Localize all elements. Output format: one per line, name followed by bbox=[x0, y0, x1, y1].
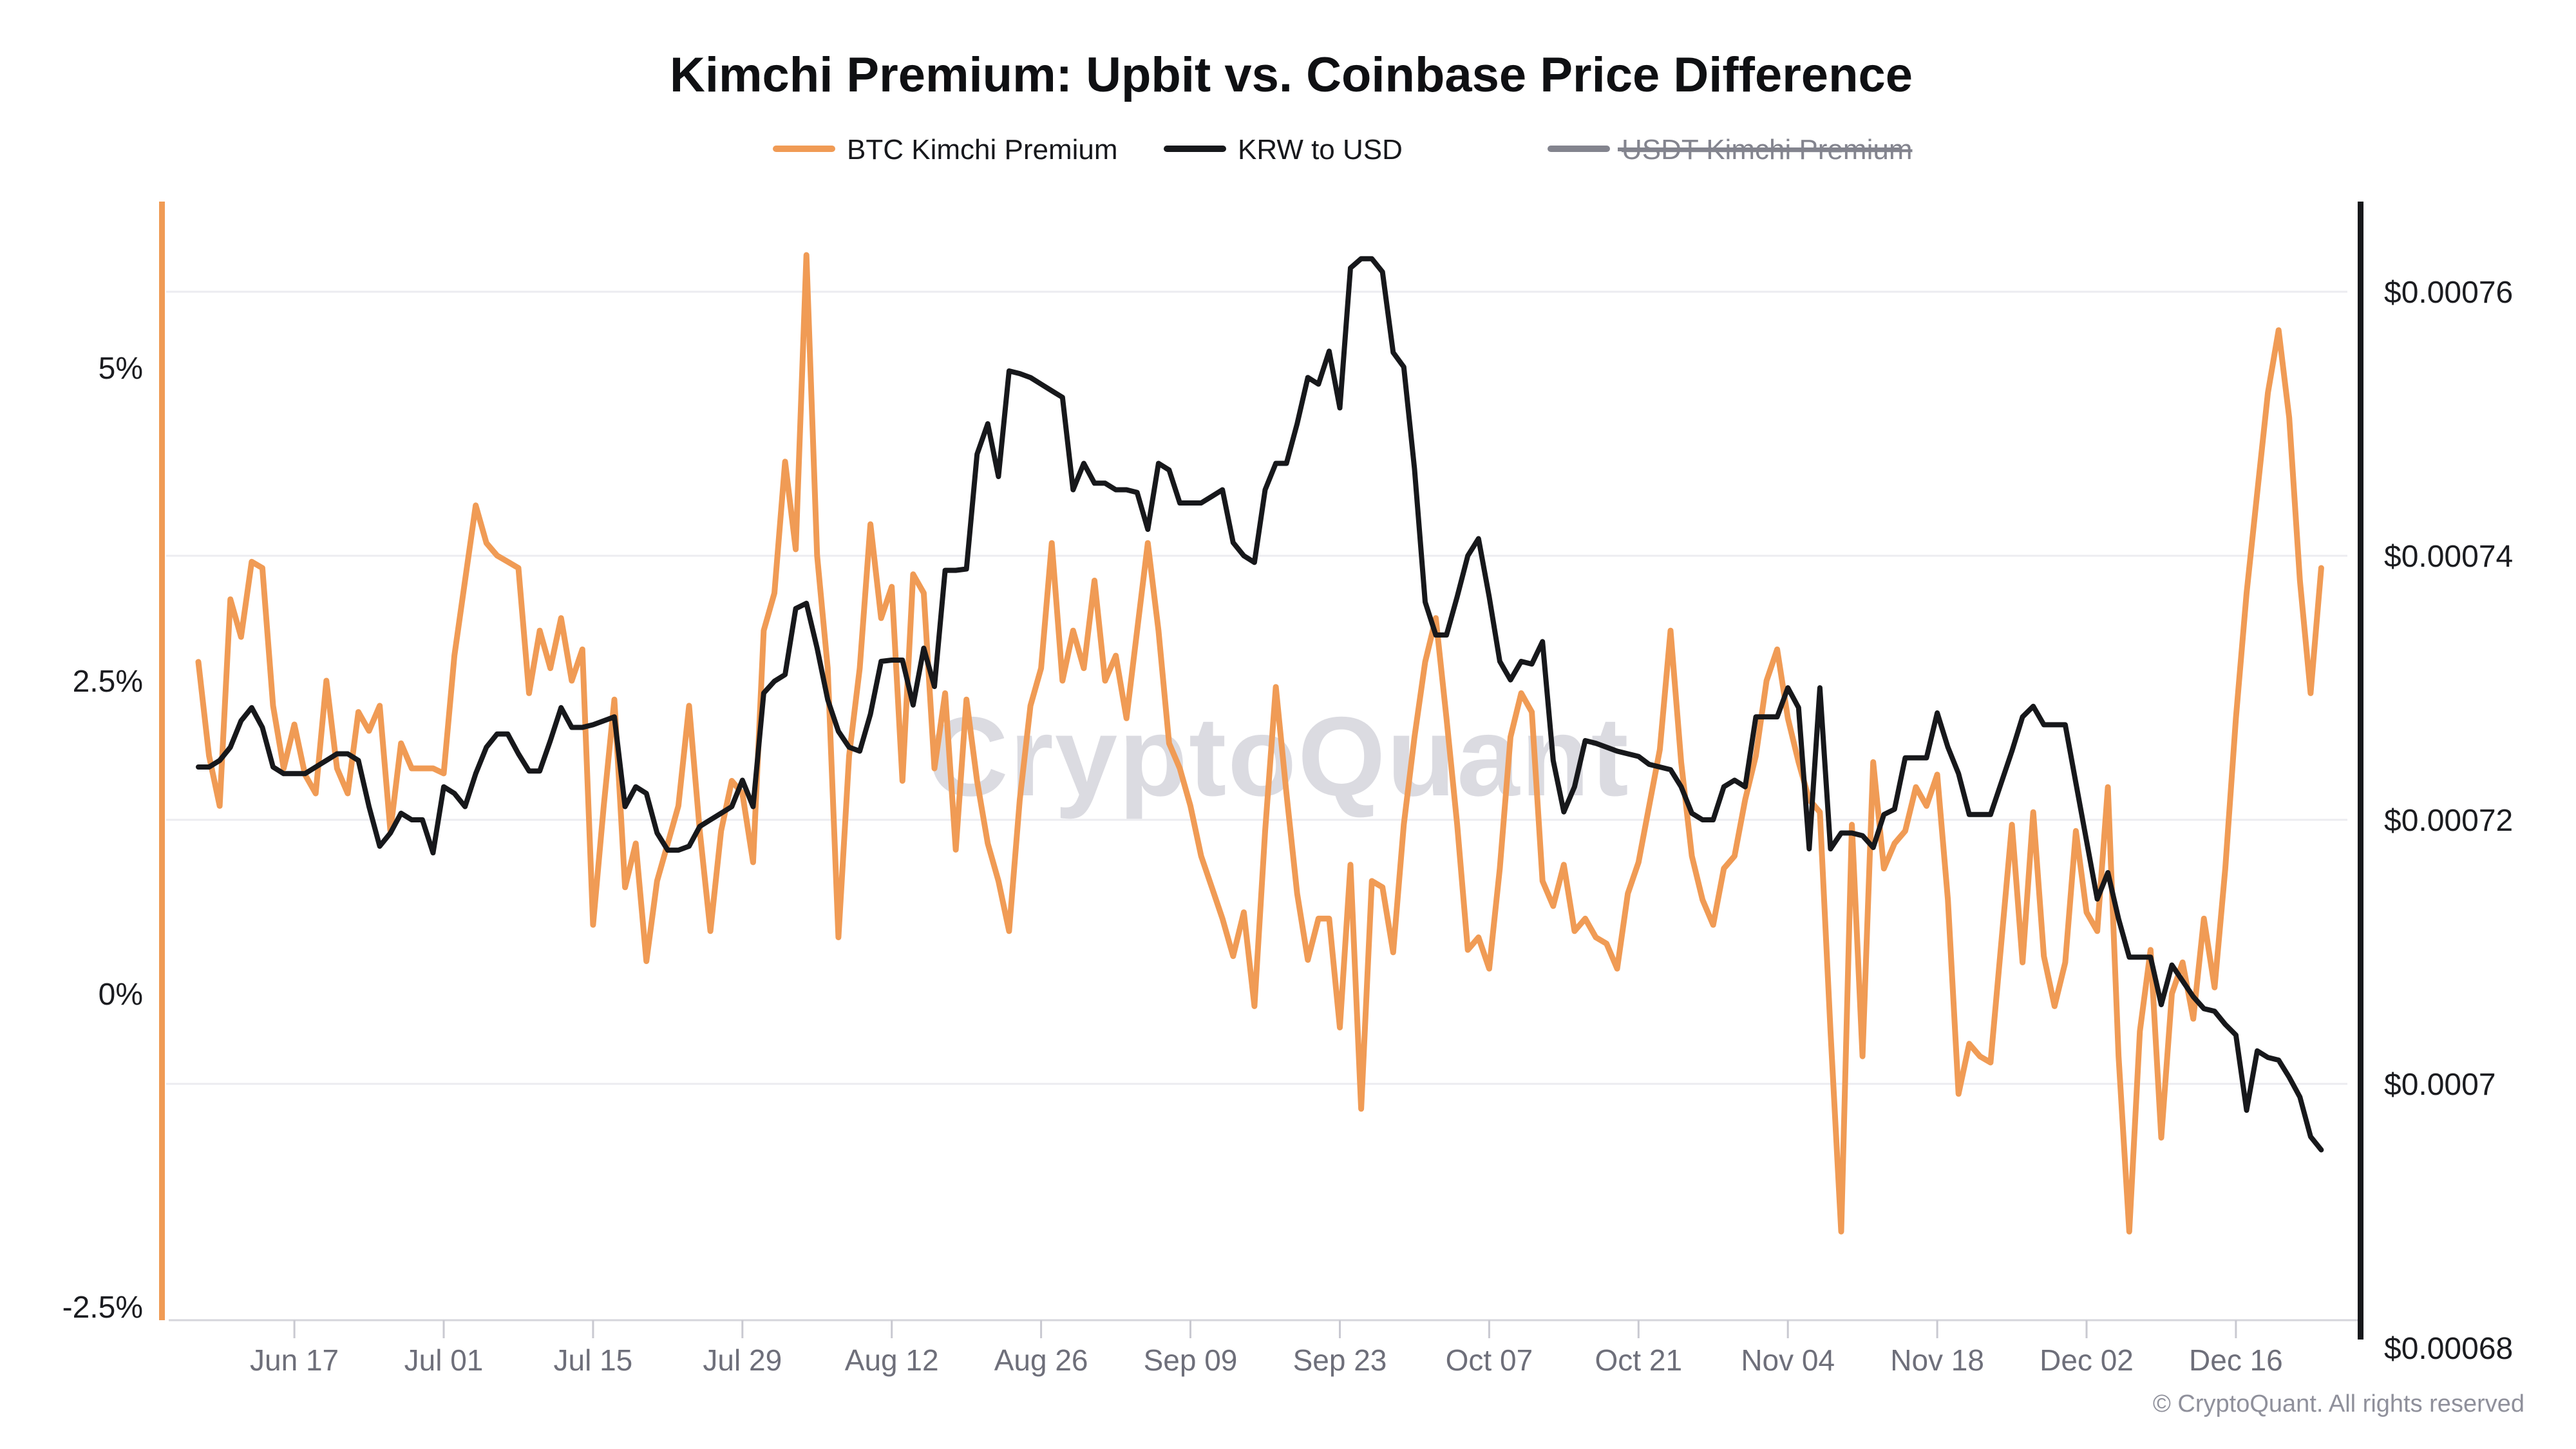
y-left-tick-label: 5% bbox=[99, 352, 143, 386]
x-tick-label: Jul 29 bbox=[703, 1343, 782, 1377]
krw-to-usd-line[interactable] bbox=[196, 256, 2324, 1153]
x-tick-label: Sep 23 bbox=[1293, 1343, 1387, 1377]
y-left-tick-label: 2.5% bbox=[73, 665, 143, 699]
y-axis-left-labels: 5% 2.5% 0% -2.5% bbox=[62, 352, 143, 1325]
series-layer bbox=[195, 252, 2324, 1235]
x-axis-labels: Jun 17 Jul 01 Jul 15 Jul 29 Aug 12 Aug 26 Sep … bbox=[250, 1343, 2283, 1377]
x-tick-label: Sep 09 bbox=[1144, 1343, 1238, 1377]
x-tick-label: Jul 15 bbox=[554, 1343, 633, 1377]
x-tick-label: Nov 18 bbox=[1890, 1343, 1984, 1377]
x-tick-label: Jun 17 bbox=[250, 1343, 339, 1377]
legend: BTC Kimchi Premium KRW to USD USDT Kimch… bbox=[773, 134, 1912, 166]
x-tick-label: Dec 02 bbox=[2040, 1343, 2134, 1377]
x-tick-label: Dec 16 bbox=[2189, 1343, 2283, 1377]
x-axis-ticks bbox=[293, 1320, 2237, 1338]
x-tick-label: Aug 12 bbox=[845, 1343, 939, 1377]
legend-item-usdt-kimchi-premium-disabled[interactable]: USDT Kimchi Premium bbox=[1548, 134, 1912, 166]
legend-label-btc: BTC Kimchi Premium bbox=[847, 134, 1118, 166]
x-tick-label: Aug 26 bbox=[994, 1343, 1088, 1377]
y-right-tick-label: $0.00072 bbox=[2384, 804, 2513, 838]
page-title: Kimchi Premium: Upbit vs. Coinbase Price… bbox=[670, 48, 1913, 102]
y-right-tick-label: $0.00068 bbox=[2384, 1332, 2513, 1366]
legend-item-btc-kimchi-premium[interactable]: BTC Kimchi Premium bbox=[773, 134, 1118, 166]
copyright-footer: © CryptoQuant. All rights reserved bbox=[2153, 1390, 2524, 1417]
legend-item-krw-to-usd[interactable]: KRW to USD bbox=[1164, 134, 1403, 166]
y-axis-right-labels: $0.00076 $0.00074 $0.00072 $0.0007 $0.00068 bbox=[2384, 276, 2513, 1366]
left-axis-spine bbox=[159, 202, 165, 1320]
legend-label-krw: KRW to USD bbox=[1238, 134, 1403, 166]
y-left-tick-label: 0% bbox=[99, 978, 143, 1012]
plot-area[interactable]: CryptoQuant bbox=[159, 202, 2363, 1340]
btc-kimchi-premium-line[interactable] bbox=[195, 252, 2324, 1235]
x-tick-label: Jul 01 bbox=[404, 1343, 484, 1377]
x-tick-label: Nov 04 bbox=[1741, 1343, 1835, 1377]
x-tick-label: Oct 21 bbox=[1595, 1343, 1683, 1377]
right-axis-spine bbox=[2358, 202, 2363, 1340]
y-right-tick-label: $0.0007 bbox=[2384, 1068, 2496, 1102]
y-right-tick-label: $0.00076 bbox=[2384, 276, 2513, 310]
y-right-tick-label: $0.00074 bbox=[2384, 540, 2513, 574]
y-left-tick-label: -2.5% bbox=[62, 1291, 143, 1325]
x-tick-label: Oct 07 bbox=[1446, 1343, 1533, 1377]
